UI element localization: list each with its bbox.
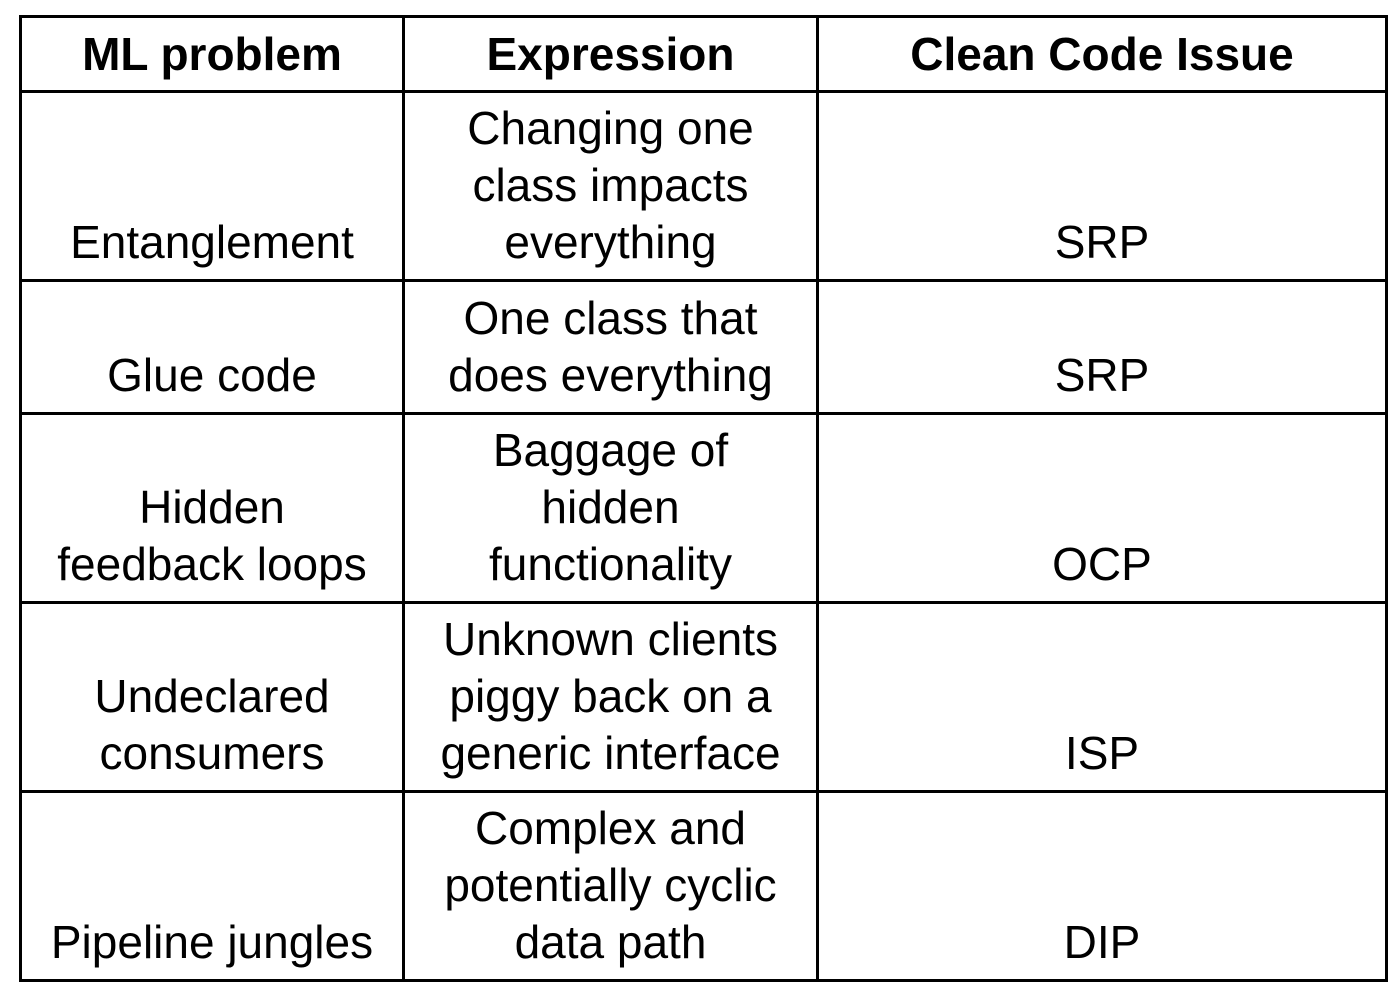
clean-code-issue-text: SRP (1054, 349, 1150, 401)
expression-text: functionality (489, 538, 732, 590)
ml-problem-text: feedback loops (57, 538, 367, 590)
ml-problem-text: Glue code (107, 349, 317, 401)
expression-cell: Complex and potentially cyclic data path (402, 790, 819, 982)
ml-problem-cell: Undeclared consumers (19, 601, 405, 793)
expression-text: everything (504, 216, 717, 268)
clean-code-issue-cell: OCP (816, 412, 1388, 604)
clean-code-issue-text: DIP (1063, 916, 1141, 968)
expression-cell: Changing one class impacts everything (402, 90, 819, 282)
expression-text: generic interface (440, 727, 781, 779)
ml-problem-cell: Entanglement (19, 90, 405, 282)
table-body: Entanglement Changing one class impacts … (19, 90, 1388, 982)
clean-code-issue-text: ISP (1064, 727, 1140, 779)
expression-text: Baggage of (492, 424, 729, 476)
ml-problem-text: Hidden (139, 481, 285, 533)
table-row: Undeclared consumers Unknown clients pig… (19, 601, 1388, 793)
expression-cell: One class that does everything (402, 279, 819, 415)
ml-problem-text: Undeclared (94, 670, 330, 722)
expression-cell: Baggage of hidden functionality (402, 412, 819, 604)
ml-problem-text: Pipeline jungles (50, 916, 374, 968)
expression-text: data path (514, 916, 707, 968)
expression-text: potentially cyclic (444, 859, 777, 911)
header-row: ML problem Expression Clean Code Issue (19, 15, 1388, 93)
clean-code-issue-text: SRP (1054, 216, 1150, 268)
header-clean-code-issue: Clean Code Issue (816, 15, 1388, 93)
clean-code-issue-text: OCP (1052, 538, 1152, 590)
expression-text: Unknown clients (443, 613, 778, 665)
clean-code-issue-cell: ISP (816, 601, 1388, 793)
expression-text: Complex and (474, 802, 747, 854)
table-row: Pipeline jungles Complex and potentially… (19, 790, 1388, 982)
header-ml-problem: ML problem (19, 15, 405, 93)
clean-code-issue-cell: DIP (816, 790, 1388, 982)
table-header: ML problem Expression Clean Code Issue (19, 15, 1388, 93)
expression-text: piggy back on a (449, 670, 772, 722)
table-row: Hidden feedback loops Baggage of hidden … (19, 412, 1388, 604)
expression-text: class impacts (472, 159, 749, 211)
ml-problem-text: consumers (99, 727, 325, 779)
expression-text: One class that (463, 292, 758, 344)
expression-text: hidden (541, 481, 680, 533)
expression-text: does everything (448, 349, 773, 401)
ml-problem-text: Entanglement (70, 216, 354, 268)
table-row: Entanglement Changing one class impacts … (19, 90, 1388, 282)
table-row: Glue code One class that does everything… (19, 279, 1388, 415)
ml-problem-cell: Pipeline jungles (19, 790, 405, 982)
expression-text: Changing one (467, 102, 754, 154)
clean-code-issue-cell: SRP (816, 90, 1388, 282)
clean-code-issue-cell: SRP (816, 279, 1388, 415)
ml-problem-cell: Hidden feedback loops (19, 412, 405, 604)
expression-cell: Unknown clients piggy back on a generic … (402, 601, 819, 793)
header-expression: Expression (402, 15, 819, 93)
clean-code-table: ML problem Expression Clean Code Issue E… (19, 15, 1388, 982)
ml-problem-cell: Glue code (19, 279, 405, 415)
